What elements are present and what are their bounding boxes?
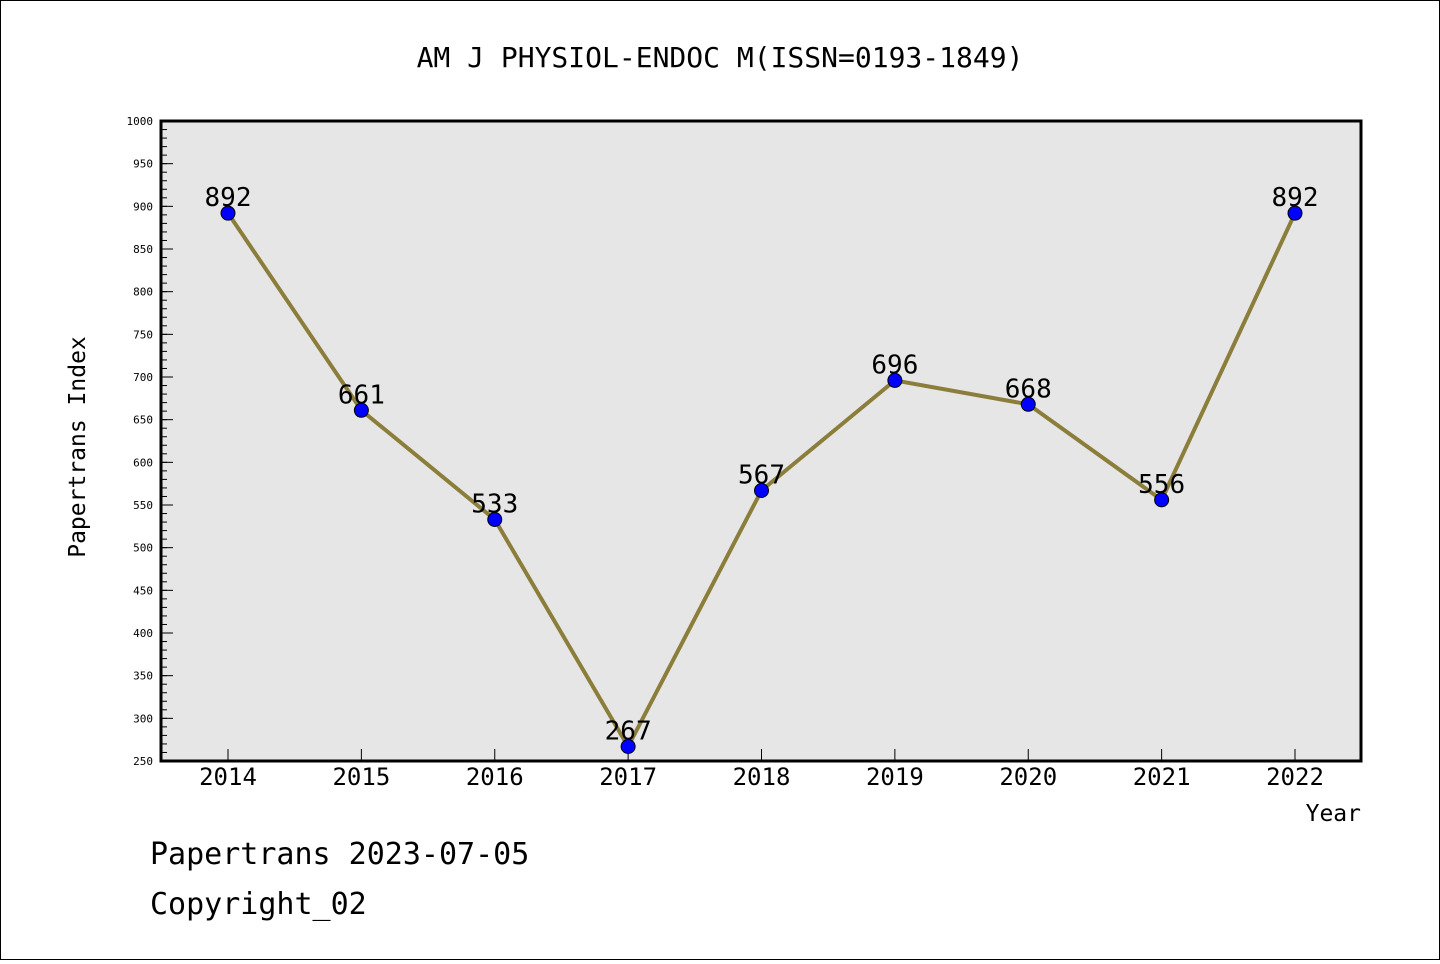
x-tick-label: 2014 [199,763,257,791]
y-tick-label: 800 [133,286,153,299]
x-tick-label: 2022 [1266,763,1324,791]
y-tick-label: 550 [133,499,153,512]
chart-title: AM J PHYSIOL-ENDOC M(ISSN=0193-1849) [417,41,1024,74]
data-label: 567 [738,460,785,490]
footer-copyright: Copyright_02 [150,887,367,922]
x-axis-label: Year [1306,801,1361,827]
x-tick-label: 2016 [466,763,524,791]
y-tick-label: 700 [133,371,153,384]
y-tick-label: 500 [133,542,153,555]
y-tick-label: 300 [133,712,153,725]
y-tick-label: 600 [133,456,153,469]
plot-area [159,119,1363,763]
x-tick-label: 2019 [866,763,924,791]
data-point [620,738,636,754]
data-label: 696 [871,350,918,380]
y-tick-label: 250 [133,755,153,768]
x-tick-label: 2021 [1133,763,1191,791]
data-label: 267 [605,716,652,746]
data-point [353,402,369,418]
data-label: 892 [205,183,252,213]
data-label: 661 [338,380,385,410]
data-label: 533 [471,490,518,520]
y-axis: 250 300 350 400 450 500 550 600 650 700 750 800 850 9… [127,115,173,768]
y-tick-label: 750 [133,328,153,341]
x-tick-label: 2015 [332,763,390,791]
x-tick-label: 2017 [599,763,657,791]
x-tick-label: 2020 [999,763,1057,791]
y-tick-label: 400 [133,627,153,640]
y-tick-label: 450 [133,584,153,597]
x-tick-label: 2018 [733,763,791,791]
y-tick-label: 650 [133,414,153,427]
data-label: 892 [1272,183,1319,213]
x-axis: 2014 2015 2016 2017 2018 2019 2020 2021 2022 [199,749,1324,791]
y-tick-label: 900 [133,200,153,213]
data-labels: 892 661 533 267 567 696 668 556 892 [205,183,1319,746]
data-point [887,372,903,388]
data-label: 556 [1138,470,1185,500]
y-axis-label: Papertrans Index [65,336,91,558]
footer-source: Papertrans 2023-07-05 [150,837,529,872]
y-tick-label: 350 [133,670,153,683]
data-point [1287,205,1303,221]
y-tick-label: 1000 [127,115,154,128]
data-label: 668 [1005,374,1052,404]
data-point [754,482,769,498]
y-tick-label: 950 [133,158,153,171]
data-point [220,205,236,221]
data-point [1020,396,1036,412]
y-tick-label: 850 [133,243,153,256]
data-point [1154,492,1170,508]
series-points [220,205,1303,754]
data-point [487,512,503,528]
